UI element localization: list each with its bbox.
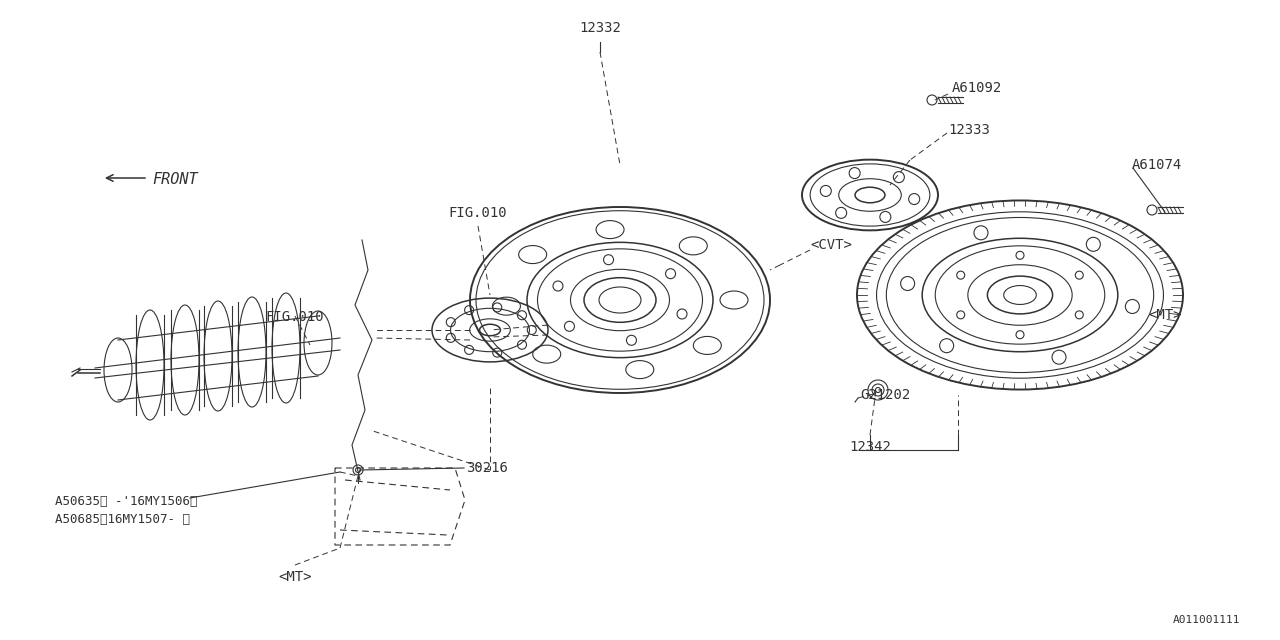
Text: FIG.010: FIG.010 (266, 310, 324, 324)
Text: A011001111: A011001111 (1172, 615, 1240, 625)
Text: G21202: G21202 (860, 388, 910, 402)
Text: <MT>: <MT> (1148, 308, 1181, 322)
Text: 12342: 12342 (849, 440, 891, 454)
Text: A50685〈16MY1507- 〉: A50685〈16MY1507- 〉 (55, 513, 189, 526)
Text: 12333: 12333 (948, 123, 989, 137)
Text: A61074: A61074 (1132, 158, 1183, 172)
Text: FRONT: FRONT (152, 172, 197, 187)
Text: <MT>: <MT> (278, 570, 312, 584)
Text: 30216: 30216 (466, 461, 508, 475)
Text: FIG.010: FIG.010 (449, 206, 507, 220)
Text: <CVT>: <CVT> (810, 238, 852, 252)
Text: A50635〈 -'16MY1506〉: A50635〈 -'16MY1506〉 (55, 495, 197, 508)
Text: 12332: 12332 (579, 21, 621, 35)
Text: A61092: A61092 (952, 81, 1002, 95)
